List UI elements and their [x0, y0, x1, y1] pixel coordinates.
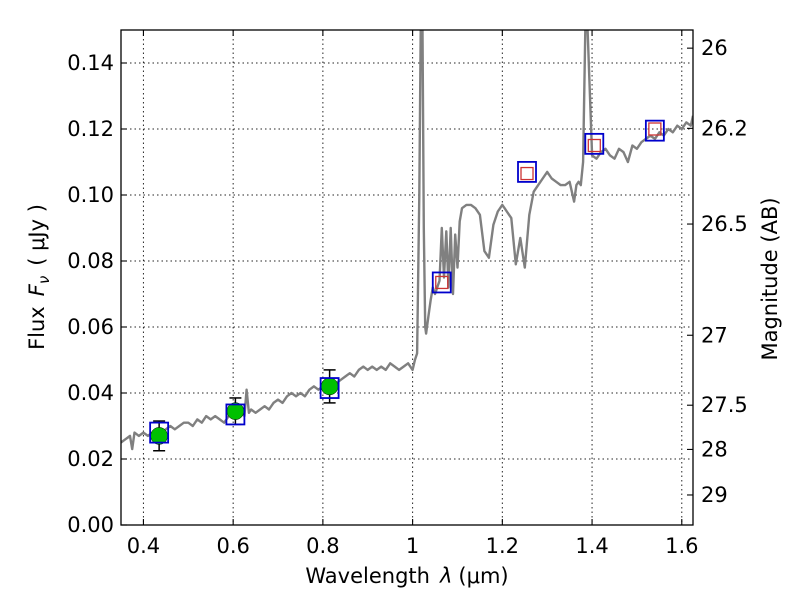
x-tick-label: 0.8 [306, 534, 339, 558]
magnitude-tick-label: 27.5 [701, 393, 748, 417]
y-tick-label: 0.02 [67, 447, 114, 471]
magnitude-tick-label: 26.5 [701, 212, 748, 236]
magnitude-tick-label: 27 [701, 323, 728, 347]
grid [121, 30, 693, 526]
magnitude-tick-labels: 26 26.2 26.5 27 27.5 28 29 [701, 36, 748, 507]
upper-point-marker [520, 166, 534, 181]
magnitude-tick-label: 26.2 [701, 116, 748, 140]
model-flux-box [584, 132, 605, 155]
upper-point-marker [435, 275, 449, 290]
y-tick-label: 0.12 [67, 117, 114, 141]
x-tick-label: 1.2 [486, 534, 519, 558]
model-flux-boxes [149, 119, 665, 444]
y-tick-label: 0.04 [67, 381, 114, 405]
x-axis-label: Wavelength λ (μm) [305, 564, 508, 588]
y-tick-label: 0.00 [67, 513, 114, 537]
upper-points [435, 122, 662, 290]
upper-point-marker [587, 138, 601, 153]
x-tick-label: 0.4 [127, 534, 160, 558]
x-tick-labels: 0.4 0.6 0.8 1 1.2 1.4 1.6 [127, 534, 699, 558]
y-tick-label: 0.08 [67, 249, 114, 273]
model-flux-box [644, 119, 665, 142]
x-tick-label: 1.6 [665, 534, 698, 558]
model-flux-box [319, 377, 340, 399]
magnitude-tick-label: 26 [701, 36, 728, 60]
y-tick-label: 0.14 [67, 51, 114, 75]
upper-point-marker [648, 122, 662, 136]
model-flux-box [431, 271, 452, 294]
plot-frame [120, 29, 694, 526]
magnitude-tick-label: 29 [701, 483, 728, 507]
magnitude-tick-label: 28 [701, 437, 728, 461]
x-tick-label: 1.4 [575, 534, 608, 558]
x-tick-label: 0.6 [216, 534, 249, 558]
y2-axis-label: Magnitude (AB) [758, 197, 782, 360]
axis-ticks [121, 30, 693, 526]
model-flux-box [149, 421, 170, 444]
detection-point [320, 377, 339, 396]
model-flux-box [517, 160, 537, 183]
x-tick-label: 1 [406, 534, 419, 558]
y-tick-label: 0.06 [67, 315, 114, 339]
model-flux-box [225, 403, 246, 426]
y-axis-label: FluxFν( μJy ) [25, 204, 53, 350]
y-tick-labels: 0.00 0.02 0.04 0.06 0.08 0.10 0.12 0.14 [67, 51, 114, 537]
y-tick-label: 0.10 [67, 183, 114, 207]
